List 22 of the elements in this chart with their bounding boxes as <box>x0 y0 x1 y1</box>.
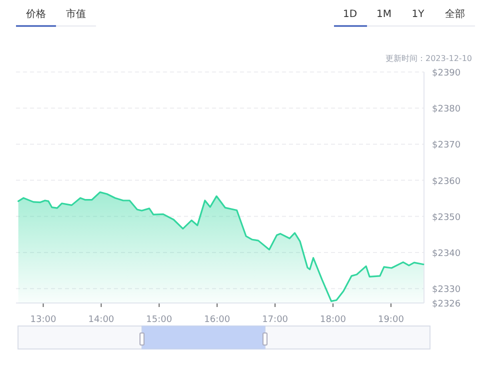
text: 1M <box>376 9 392 20</box>
y-tick-label: $2350 <box>432 212 461 223</box>
x-tick-label: 18:00 <box>320 315 346 325</box>
y-tick-label: $2390 <box>432 68 461 78</box>
y-tick-label: $2340 <box>432 248 461 259</box>
text: 更新时间：2023-12-10 <box>386 54 472 63</box>
y-tick-label: $2360 <box>432 176 461 187</box>
text: 1D <box>342 9 358 20</box>
text: 价格 <box>25 8 46 20</box>
text: 全部 <box>445 8 465 20</box>
x-tick-label: 15:00 <box>146 315 172 325</box>
text: 市值 <box>66 8 86 20</box>
x-tick-label: 14:00 <box>88 315 114 325</box>
y-tick-label: $2330 <box>432 285 461 296</box>
x-tick-label: 16:00 <box>204 315 230 325</box>
x-tick-label: 13:00 <box>30 315 56 325</box>
y-tick-label: $2370 <box>432 140 461 151</box>
x-tick-label: 17:00 <box>262 315 288 325</box>
y-tick-label: $2380 <box>432 104 461 115</box>
y-tick-label: $2326 <box>432 300 461 310</box>
text: 1Y <box>412 9 426 20</box>
x-tick-label: 19:00 <box>378 315 404 325</box>
